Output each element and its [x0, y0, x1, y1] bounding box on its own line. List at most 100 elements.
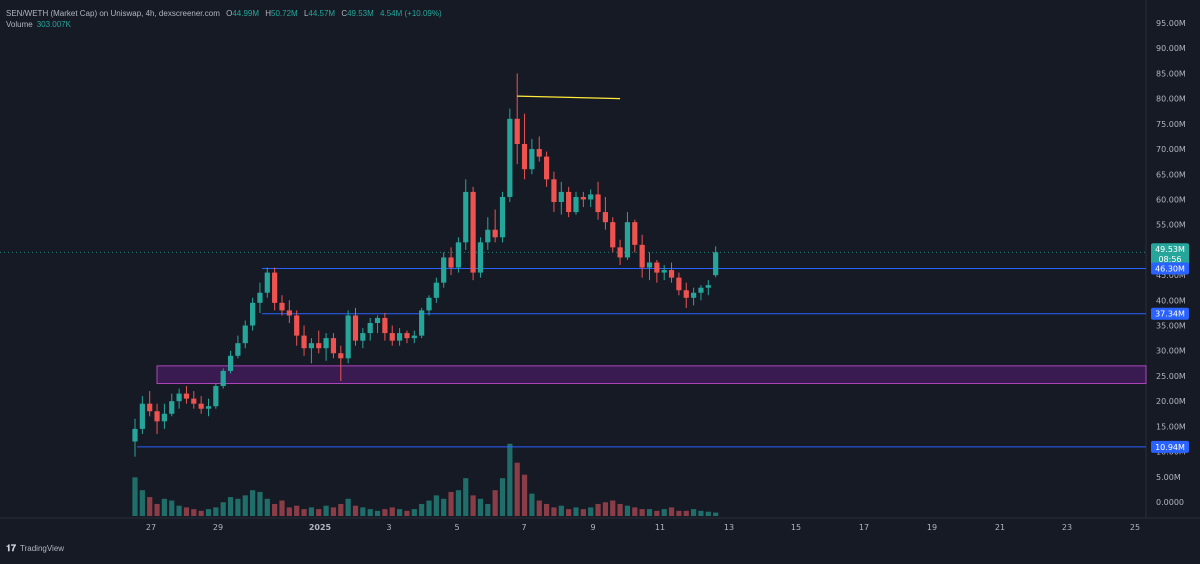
symbol-label[interactable]: SEN/WETH (Market Cap) on Uniswap, 4h, de… — [6, 9, 220, 18]
volume-bar — [345, 498, 351, 516]
volume-bar — [169, 500, 175, 516]
candle-body — [220, 370, 226, 387]
volume-bar — [646, 509, 653, 516]
level-price-tag: 10.94M — [1155, 443, 1185, 452]
candle-body — [477, 242, 484, 273]
volume-bar — [250, 490, 256, 516]
volume-bar — [683, 510, 689, 516]
x-tick-label: 3 — [386, 523, 391, 532]
volume-bar — [529, 493, 535, 516]
volume-bar — [213, 507, 219, 516]
candle-body — [610, 222, 616, 248]
volume-bar — [374, 510, 381, 516]
candle-body — [668, 270, 675, 278]
volume-value: 303.007K — [36, 20, 71, 29]
volume-bar — [691, 509, 697, 516]
candle-body — [441, 257, 447, 283]
candle-body — [514, 118, 520, 145]
volume-bar — [132, 477, 138, 516]
candle-body — [382, 317, 388, 334]
volume-bar — [521, 474, 528, 516]
volume-header: Volume 303.007K — [6, 20, 71, 29]
x-tick-label: 25 — [1130, 523, 1140, 532]
candle-body — [161, 413, 167, 422]
candle-body — [294, 315, 300, 336]
ohlc-low-key: L — [303, 9, 309, 18]
volume-bar — [668, 507, 675, 516]
volume-bar — [463, 478, 469, 516]
y-tick-label: 15.00M — [1156, 422, 1186, 431]
y-tick-label: 90.00M — [1156, 44, 1186, 53]
candle-body — [411, 335, 417, 339]
candle-body — [691, 292, 697, 298]
y-tick-label: 30.00M — [1156, 347, 1186, 356]
level-price-tag-bg — [1151, 440, 1189, 453]
candle-body — [367, 323, 373, 334]
last-price-tag: 49.53M — [1155, 245, 1185, 254]
volume-bar — [161, 498, 167, 516]
y-tick-label: 65.00M — [1156, 170, 1186, 179]
volume-bar — [492, 490, 498, 516]
last-price-tag: 08:56 — [1158, 255, 1181, 264]
volume-bar — [279, 500, 285, 516]
y-tick-label: 60.00M — [1156, 195, 1186, 204]
volume-bar — [205, 509, 212, 516]
candle-body — [169, 401, 175, 414]
volume-bar — [426, 500, 432, 516]
x-tick-label: 19 — [927, 523, 937, 532]
volume-bar — [499, 478, 506, 516]
tradingview-footer[interactable]: 𝟏𝟕 TradingView — [6, 543, 64, 554]
volume-bar — [698, 510, 704, 516]
volume-bar — [632, 507, 638, 516]
candle-body — [499, 196, 506, 238]
volume-bar — [198, 510, 204, 516]
candle-body — [433, 282, 439, 298]
candle-body — [580, 196, 586, 200]
candle-body — [205, 406, 212, 409]
candle-body — [374, 317, 381, 324]
volume-bar — [485, 503, 491, 516]
volume-bar — [235, 498, 241, 516]
candle-body — [338, 353, 344, 359]
volume-label[interactable]: Volume — [6, 20, 33, 29]
candle-body — [279, 302, 285, 311]
candle-body — [132, 428, 138, 442]
volume-bar — [448, 491, 454, 516]
volume-bar — [294, 505, 300, 516]
x-tick-label: 17 — [859, 523, 869, 532]
candle-body — [360, 333, 366, 341]
volume-bar — [610, 500, 616, 516]
candle-body — [176, 393, 182, 402]
candle-body — [257, 292, 263, 303]
candle-body — [316, 343, 322, 349]
volume-bar — [316, 509, 322, 516]
candle-body — [654, 262, 660, 273]
volume-bar — [676, 510, 682, 516]
x-tick-label: 15 — [791, 523, 801, 532]
candle-body — [463, 191, 469, 243]
candle-body — [713, 252, 719, 276]
volume-bar — [220, 502, 226, 516]
level-price-tag-bg — [1151, 262, 1189, 275]
candle-body — [507, 118, 513, 197]
candle-body — [492, 229, 498, 238]
volume-bar — [308, 507, 314, 516]
volume-bar — [404, 510, 410, 516]
candle-body — [264, 272, 270, 293]
candle-body — [529, 149, 535, 170]
candle-body — [419, 310, 425, 336]
y-tick-label: 5.00M — [1156, 473, 1181, 482]
candle-body — [154, 411, 160, 422]
candle-body — [330, 338, 337, 354]
level-price-tag: 37.34M — [1155, 310, 1185, 319]
volume-bar — [191, 509, 197, 516]
ohlc-high-value: 50.72M — [271, 9, 298, 18]
volume-bar — [257, 491, 263, 516]
volume-bar — [139, 490, 145, 516]
x-tick-label: 5 — [454, 523, 459, 532]
volume-bar — [183, 507, 190, 516]
volume-bar — [705, 511, 711, 516]
candle-body — [191, 398, 197, 404]
